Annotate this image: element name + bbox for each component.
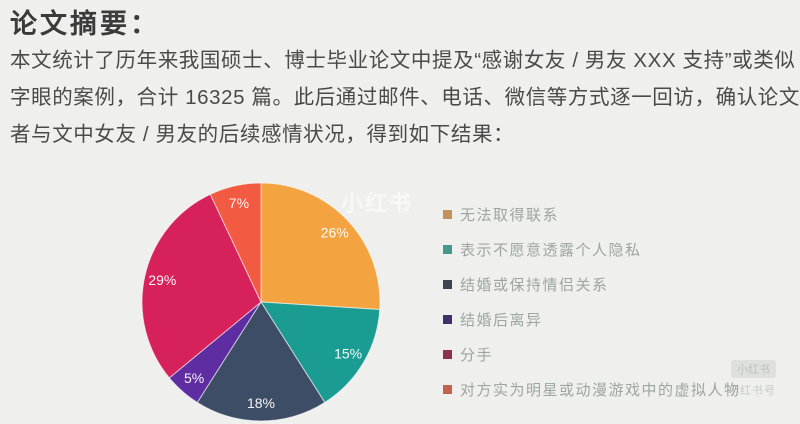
pie-slice — [260, 182, 381, 310]
watermark-id-line: 小红书号 — [728, 385, 776, 397]
legend-item: 结婚或保持情侣关系 — [443, 276, 741, 294]
legend-label: 分手 — [460, 346, 494, 364]
pie-slice-label: 26% — [321, 225, 349, 241]
abstract-line-2: 字眼的案例，合计 16325 篇。此后通过邮件、电话、微信等方式逐一回访，确认论… — [10, 86, 800, 109]
legend-swatch — [443, 209, 452, 219]
legend-label: 表示不愿意透露个人隐私 — [460, 241, 642, 259]
pie-slice — [196, 301, 326, 422]
legend-item: 结婚后离异 — [443, 311, 741, 329]
legend-label: 结婚后离异 — [460, 311, 543, 329]
pie-slice-label: 5% — [184, 370, 204, 386]
abstract-paragraph: 本文统计了历年来我国硕士、博士毕业论文中提及“感谢女友 / 男友 XXX 支持”… — [10, 42, 800, 153]
legend-swatch — [443, 349, 452, 359]
legend-swatch — [443, 244, 452, 254]
legend-item: 分手 — [443, 346, 741, 364]
legend-label: 结婚或保持情侣关系 — [460, 276, 609, 294]
legend-item: 表示不愿意透露个人隐私 — [443, 241, 741, 259]
pie-slice-label: 29% — [148, 272, 176, 288]
pie-chart: 26% 15% 18% 5% 29% 7% — [141, 182, 381, 422]
abstract-line-1: 本文统计了历年来我国硕士、博士毕业论文中提及“感谢女友 / 男友 XXX 支持”… — [10, 49, 796, 72]
legend-item: 对方实为明星或动漫游戏中的虚拟人物 — [443, 381, 741, 399]
watermark-badge: 小红书 — [731, 360, 776, 378]
watermark-logo: 小红书 — [341, 191, 414, 216]
pie-slice-label: 7% — [229, 195, 249, 211]
watermark-corner: 小红书 小红书号 — [728, 360, 776, 398]
legend-swatch — [443, 314, 452, 324]
pie-slice-label: 18% — [247, 395, 275, 411]
pie-slice — [209, 182, 262, 303]
pie-slice — [260, 301, 381, 403]
abstract-line-3: 者与文中女友 / 男友的后续感情状况，得到如下结果： — [10, 123, 515, 146]
pie-slice-label: 15% — [334, 345, 362, 361]
legend-label: 对方实为明星或动漫游戏中的虚拟人物 — [460, 381, 741, 399]
legend-swatch — [443, 279, 452, 289]
page-title: 论文摘要： — [10, 9, 160, 39]
chart-legend: 无法取得联系表示不愿意透露个人隐私 结婚或保持情侣关系 结婚后离异分手对方实为明星或… — [443, 206, 741, 416]
legend-swatch — [443, 384, 452, 394]
pie-slice — [141, 193, 262, 379]
legend-item: 无法取得联系 — [443, 206, 741, 224]
legend-label: 无法取得联系 — [460, 206, 560, 224]
